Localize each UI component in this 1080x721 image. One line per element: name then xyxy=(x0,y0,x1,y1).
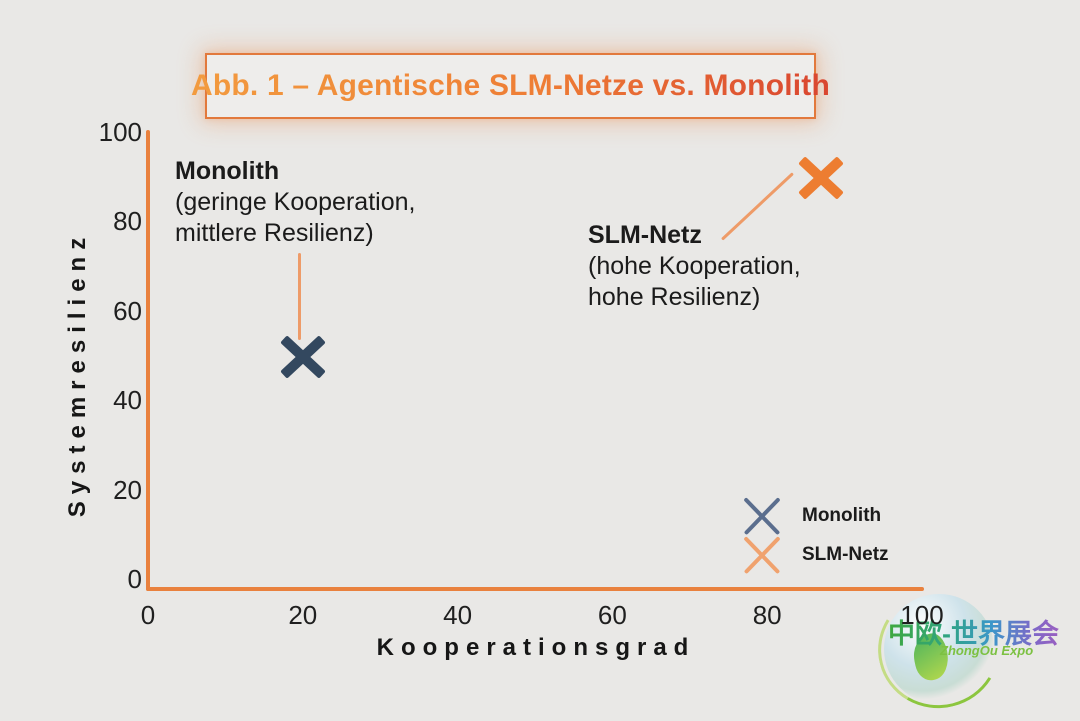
slm-netz-x-marker-icon xyxy=(744,536,780,573)
x-axis-line xyxy=(146,587,924,591)
monolith-marker xyxy=(282,337,324,377)
y-axis-label: Systemresilienz xyxy=(64,230,91,518)
x-tick-label: 100 xyxy=(900,600,944,630)
annotation-line: (hohe Kooperation, xyxy=(588,252,801,280)
annotation-line: (geringe Kooperation, xyxy=(175,188,416,216)
annotation-title: Monolith xyxy=(175,157,280,185)
x-tick-label: 20 xyxy=(288,600,318,630)
annotation-line: hohe Resilienz) xyxy=(588,283,761,311)
x-tick-label: 40 xyxy=(443,600,473,630)
legend-label: Monolith xyxy=(802,504,882,526)
y-tick-label: 0 xyxy=(127,563,142,594)
annotation-title: SLM-Netz xyxy=(588,221,702,249)
y-axis-line xyxy=(146,130,150,591)
title-box: Abb. 1 – Agentische SLM-Netze vs. Monoli… xyxy=(191,53,830,119)
legend-item: SLM-Netz xyxy=(744,535,889,574)
y-tick-label: 80 xyxy=(113,206,142,237)
annotation-line: mittlere Resilienz) xyxy=(175,219,374,247)
slm-netz-marker xyxy=(800,158,842,198)
legend-label: SLM-Netz xyxy=(802,543,889,565)
x-tick-label: 60 xyxy=(597,600,627,630)
legend: Monolith SLM-Netz xyxy=(744,496,889,574)
x-tick-label: 0 xyxy=(140,600,156,630)
y-tick-label: 100 xyxy=(98,116,142,147)
watermark-text: 中欧-世界展会 xyxy=(888,612,1059,651)
legend-item: Monolith xyxy=(744,496,889,535)
y-tick-label: 20 xyxy=(113,474,142,505)
y-tick-label: 60 xyxy=(113,295,142,326)
x-tick-label: 80 xyxy=(752,600,782,630)
chart-title: Abb. 1 – Agentische SLM-Netze vs. Monoli… xyxy=(191,69,831,102)
slm-netz-annotation: SLM-Netz (hohe Kooperation, hohe Resilie… xyxy=(588,220,801,313)
y-tick-label: 40 xyxy=(113,385,142,416)
watermark-subtext: ZhongOu Expo xyxy=(940,643,1034,658)
monolith-leader-line xyxy=(298,253,301,340)
monolith-annotation: Monolith (geringe Kooperation, mittlere … xyxy=(175,156,415,249)
watermark-logo: 中欧-世界展会 ZhongOu Expo xyxy=(865,576,1080,721)
chart-canvas: Abb. 1 – Agentische SLM-Netze vs. Monoli… xyxy=(0,0,1080,692)
x-axis-label: Kooperationsgrad xyxy=(376,634,696,661)
monolith-x-marker-icon xyxy=(744,497,780,534)
